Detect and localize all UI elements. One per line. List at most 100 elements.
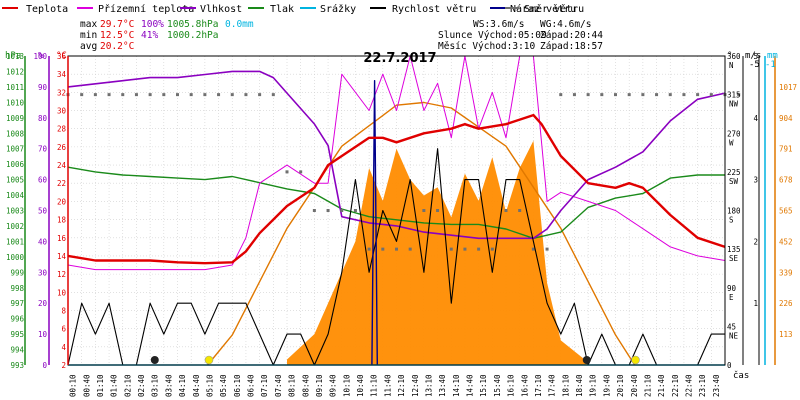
stats-moon-set: Západ:18:57	[540, 41, 603, 52]
tick-dir: 270	[727, 129, 741, 138]
legend-label-humidity: Vlhkost	[200, 4, 242, 15]
tick-solar: 565	[779, 207, 793, 216]
wind-dir-dot	[682, 93, 686, 97]
legend-item-temp: Teplota	[2, 4, 68, 15]
tick-time: 02:10	[123, 374, 132, 397]
series-temp	[67, 113, 726, 265]
wind-dir-dot	[107, 93, 111, 97]
wind-dir-dot	[477, 247, 481, 251]
tick-time: 03:10	[151, 374, 160, 397]
moonrise-marker	[150, 356, 159, 364]
tick-degc: 14	[57, 252, 67, 261]
tick-dir: 225	[727, 168, 741, 177]
wind-dir-dot	[408, 247, 412, 251]
tick-degc: 16	[57, 234, 67, 243]
tick-time: 22:40	[685, 374, 694, 397]
tick-degc: 28	[57, 125, 67, 134]
tick-ms: 1	[753, 299, 758, 308]
series-solar-max	[207, 101, 636, 366]
tick-degc: 10	[57, 288, 67, 297]
wind-dir-dot	[299, 170, 303, 174]
series-gust	[371, 80, 378, 366]
stats-max-hum: 100%	[141, 19, 164, 30]
stats-wg: WG:4.6m/s	[540, 19, 591, 30]
axis-unit-hpa: hPa	[5, 51, 21, 61]
tick-dir-name: SE	[729, 254, 739, 263]
tick-dir: 315	[727, 91, 741, 100]
tick-degc: 18	[57, 216, 67, 225]
wind-dir-dot	[737, 93, 741, 97]
wind-dir-dot	[614, 93, 617, 97]
wind-dir-dot	[217, 93, 221, 97]
tick-time: 04:40	[192, 374, 201, 397]
tick-solar: 904	[779, 114, 793, 123]
wind-dir-dot	[285, 170, 289, 174]
axis-unit-pct: %	[38, 51, 44, 61]
series-humidity	[67, 70, 726, 240]
wind-dir-dot	[436, 209, 440, 212]
tick-time: 23:10	[698, 374, 707, 397]
stats-max-press: 1005.8hPa	[167, 19, 218, 30]
wind-dir-dot	[531, 247, 535, 251]
tick-time: 15:10	[479, 374, 488, 397]
tick-degc: 34	[57, 70, 67, 79]
tick-dir-name: SW	[729, 177, 739, 186]
tick-pct: 90	[38, 83, 48, 92]
legend-item-rain: Srážky	[300, 3, 356, 15]
tick-dir-name: NW	[729, 100, 739, 109]
tick-hpa: 1009	[6, 114, 24, 123]
tick-pct: 100	[33, 52, 47, 61]
tick-time: 19:10	[589, 374, 598, 397]
tick-dir: 45	[727, 322, 736, 331]
stats-avg-label: avg	[80, 41, 97, 52]
wind-dir-dot	[93, 93, 97, 97]
series-pressure	[67, 166, 725, 239]
tick-pct: 50	[38, 207, 48, 216]
tick-hpa: 1005	[6, 176, 24, 185]
series-ground-temp	[67, 55, 726, 271]
tick-time: 12:10	[397, 374, 406, 397]
stats-max-label: max	[80, 19, 97, 30]
legend-label-wind-dir: Směr větru	[524, 3, 584, 15]
tick-dir: 180	[727, 207, 741, 216]
tick-degc: 2	[61, 361, 66, 370]
tick-degc: 20	[57, 197, 67, 206]
tick-degc: 26	[57, 143, 67, 152]
tick-time: 11:40	[383, 374, 392, 397]
tick-dir: 135	[727, 245, 741, 254]
legend-label-temp: Teplota	[26, 4, 68, 15]
tick-hpa: 994	[10, 346, 24, 355]
tick-time: 08:10	[288, 374, 297, 397]
wind-dir-dot	[655, 93, 659, 97]
tick-hpa: 1010	[6, 98, 25, 107]
tick-solar: 452	[779, 237, 793, 246]
tick-time: 10:40	[356, 374, 365, 397]
tick-hpa: 1007	[6, 145, 24, 154]
stats-moon: Měsíc Východ:3:10	[438, 41, 536, 52]
tick-time: 18:40	[575, 374, 584, 397]
tick-time: 10:10	[342, 374, 351, 397]
axes-layer: 1013101210111010100910081007100610051004…	[6, 52, 797, 397]
tick-degc: 30	[57, 107, 67, 116]
wind-dir-dot	[395, 247, 398, 251]
wind-dir-dot	[449, 247, 453, 251]
tick-time: 16:40	[520, 374, 529, 397]
tick-pct: 20	[38, 299, 48, 308]
tick-time: 05:40	[219, 374, 228, 397]
stats-max-temp: 29.7°C	[100, 19, 134, 30]
wind-dir-dot	[709, 93, 713, 97]
tick-time: 22:10	[671, 374, 680, 397]
axis-unit-time: čas	[733, 370, 749, 381]
tick-pct: 10	[38, 330, 48, 339]
tick-time: 01:10	[96, 374, 105, 397]
tick-time: 08:40	[301, 374, 310, 397]
legend-item-wind-speed: Rychlost větru	[370, 3, 476, 15]
wind-dir-dot	[600, 93, 604, 97]
axis-unit-deg: °	[727, 51, 732, 61]
stats-block: max 29.7°C 100% 1005.8hPa 0.0mm min 12.5…	[80, 19, 603, 52]
tick-solar: 1017	[779, 83, 797, 92]
tick-ms: 4	[753, 114, 758, 123]
series-solar-area	[287, 140, 589, 365]
tick-hpa: 997	[10, 299, 24, 308]
wind-dir-dot	[176, 93, 179, 97]
